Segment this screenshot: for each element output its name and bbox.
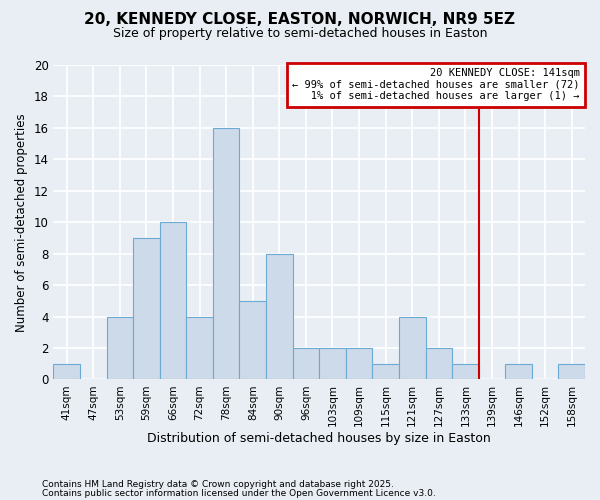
Bar [160, 222, 187, 380]
Text: 20, KENNEDY CLOSE, EASTON, NORWICH, NR9 5EZ: 20, KENNEDY CLOSE, EASTON, NORWICH, NR9 … [85, 12, 515, 28]
Text: Contains public sector information licensed under the Open Government Licence v3: Contains public sector information licen… [42, 488, 436, 498]
Bar [107, 316, 133, 380]
Bar [213, 128, 239, 380]
Text: 20 KENNEDY CLOSE: 141sqm
← 99% of semi-detached houses are smaller (72)
   1% of: 20 KENNEDY CLOSE: 141sqm ← 99% of semi-d… [292, 68, 580, 102]
Bar [266, 254, 293, 380]
Bar [346, 348, 373, 380]
Bar [559, 364, 585, 380]
Bar [133, 238, 160, 380]
Bar [187, 316, 213, 380]
Bar [293, 348, 319, 380]
Bar [452, 364, 479, 380]
Text: Contains HM Land Registry data © Crown copyright and database right 2025.: Contains HM Land Registry data © Crown c… [42, 480, 394, 489]
Y-axis label: Number of semi-detached properties: Number of semi-detached properties [15, 113, 28, 332]
Bar [319, 348, 346, 380]
Bar [53, 364, 80, 380]
Bar [239, 301, 266, 380]
Bar [373, 364, 399, 380]
Bar [505, 364, 532, 380]
Bar [399, 316, 425, 380]
Text: Size of property relative to semi-detached houses in Easton: Size of property relative to semi-detach… [113, 28, 487, 40]
X-axis label: Distribution of semi-detached houses by size in Easton: Distribution of semi-detached houses by … [148, 432, 491, 445]
Bar [425, 348, 452, 380]
